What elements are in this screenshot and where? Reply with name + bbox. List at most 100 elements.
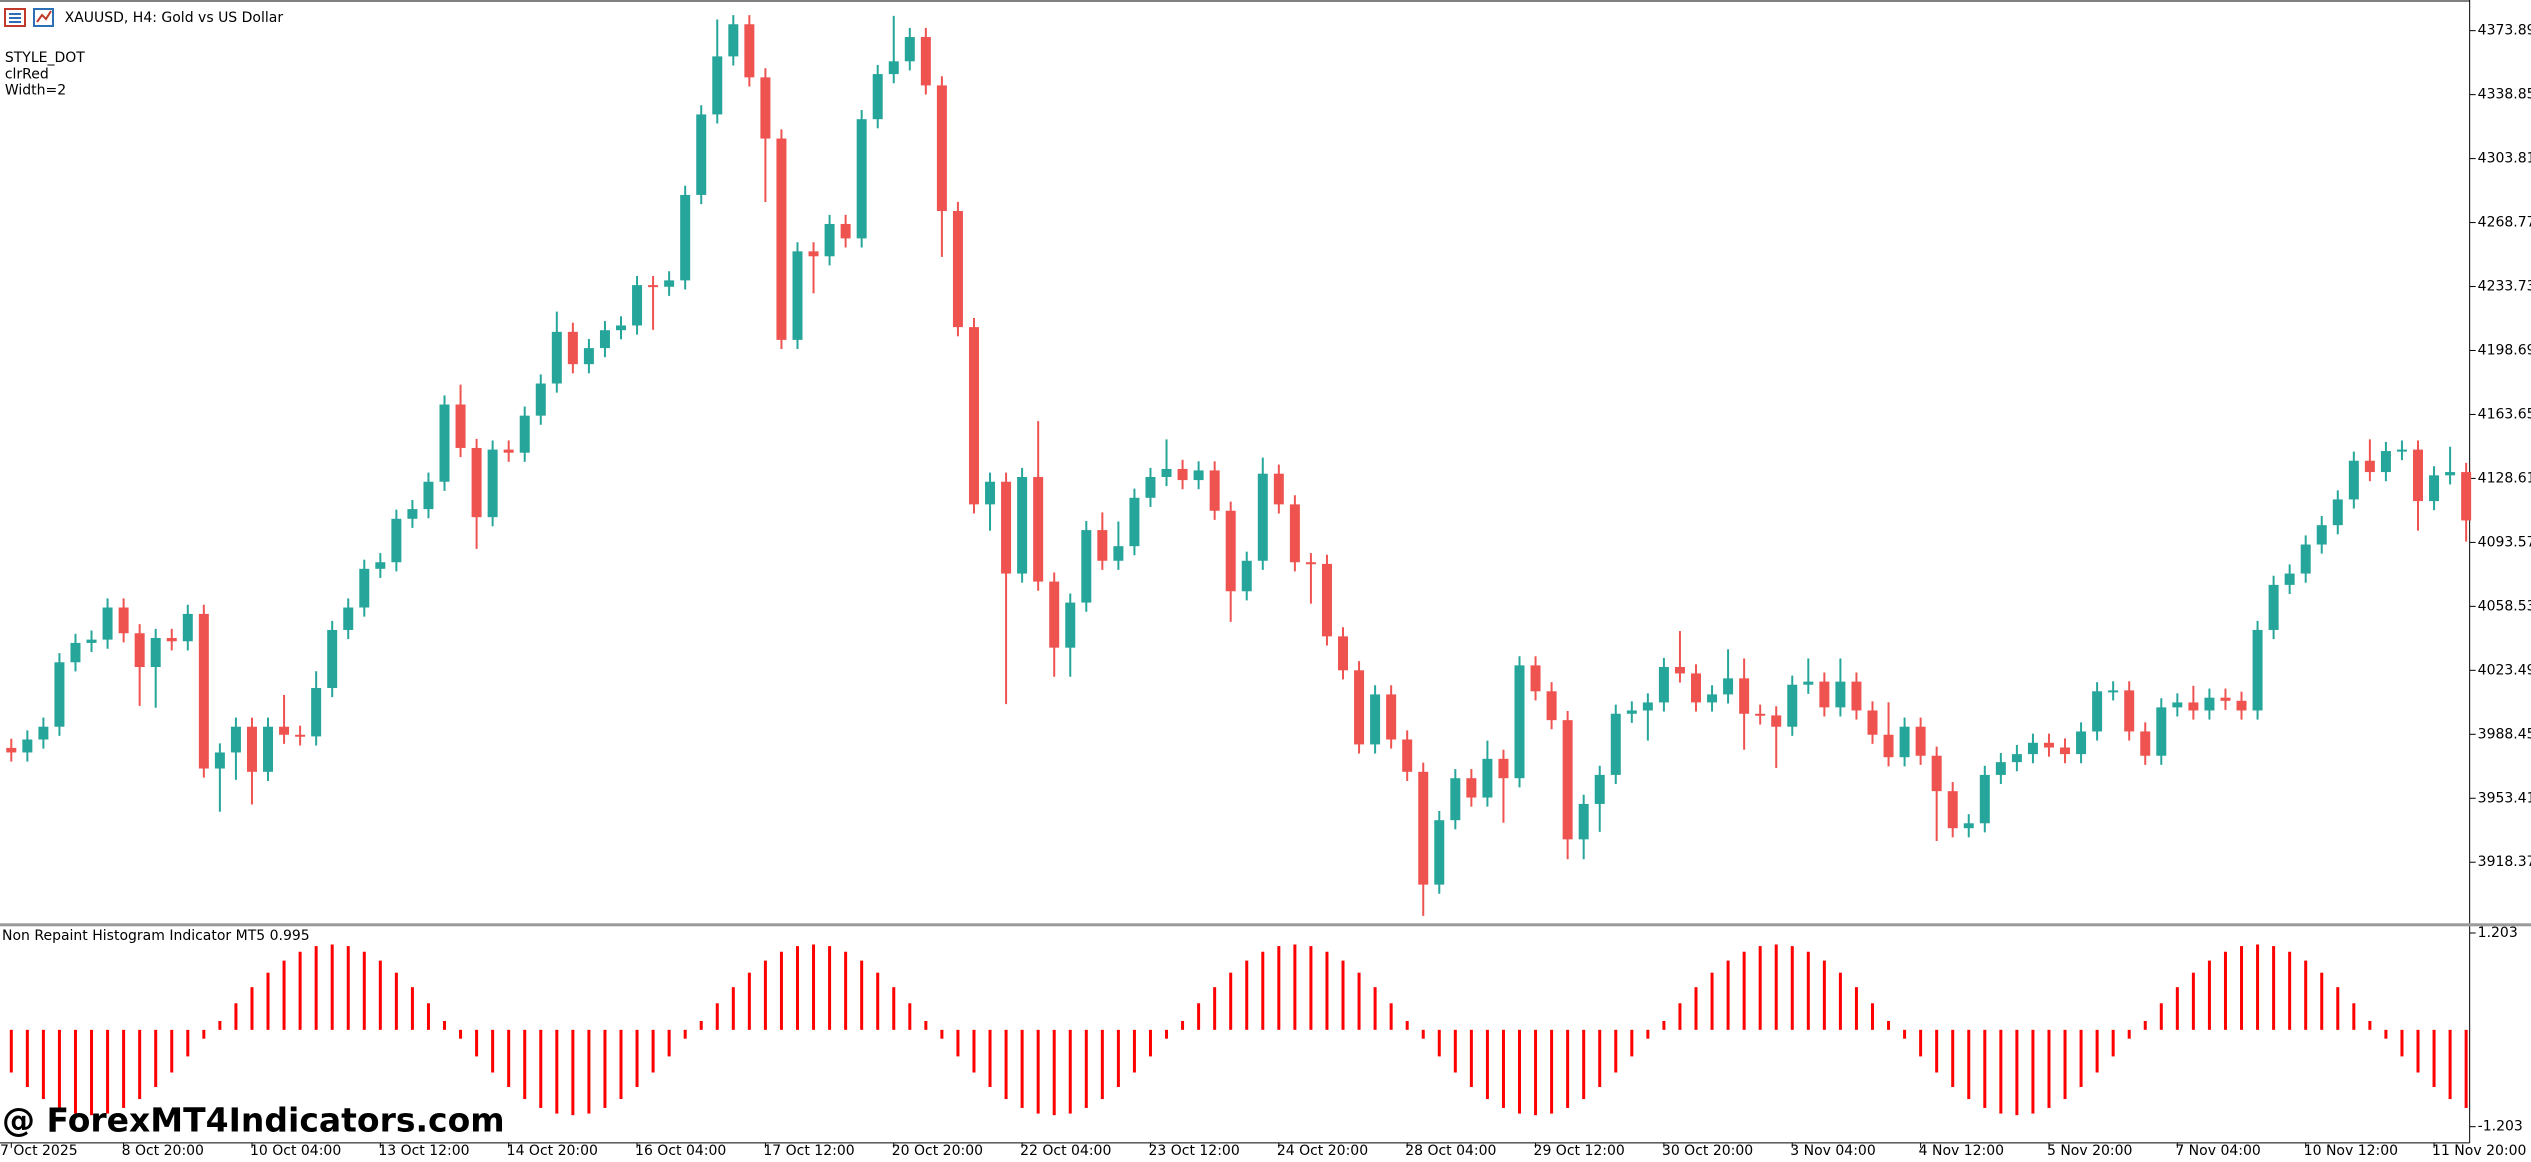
histogram-bar (282, 960, 286, 1030)
histogram-bar (1983, 1029, 1987, 1108)
candle-body (1562, 720, 1573, 840)
candle-body (551, 331, 562, 384)
y-tick-label: 3988.45 (2478, 726, 2531, 742)
x-tick-label: 28 Oct 04:00 (1405, 1143, 1496, 1159)
candle-body (888, 61, 899, 75)
histogram-bar (394, 972, 398, 1030)
x-tick-label: 5 Nov 20:00 (2047, 1143, 2132, 1159)
candle-body (1883, 734, 1894, 758)
candle-body (1979, 774, 1990, 824)
histogram-bar (2159, 1003, 2163, 1030)
x-tick-label: 11 Nov 20:00 (2432, 1143, 2526, 1159)
histogram-bar (314, 946, 318, 1030)
histogram-bar (1838, 972, 1842, 1030)
candle-body (2220, 697, 2231, 701)
histogram-bar (2416, 1029, 2420, 1073)
candle-body (599, 330, 610, 349)
histogram-bar (715, 1003, 719, 1030)
histogram-bar (1742, 951, 1746, 1030)
candle-body (279, 726, 290, 735)
candle-body (455, 404, 466, 448)
candle-body (1947, 791, 1958, 829)
histogram-bar (1165, 1029, 1169, 1039)
histogram-bar (73, 1029, 77, 1114)
candle-body (2268, 584, 2279, 630)
candle-body (343, 607, 354, 630)
histogram-bar (1678, 1003, 1682, 1030)
candle-body (1755, 713, 1766, 716)
histogram-bar (1004, 1029, 1008, 1100)
histogram-bar (2079, 1029, 2083, 1087)
histogram-bar (1229, 972, 1233, 1030)
histogram-bar (362, 951, 366, 1030)
histogram-bar (2031, 1029, 2035, 1114)
candle-body (2156, 707, 2167, 756)
candle-body (2060, 747, 2071, 755)
histogram-bar (940, 1029, 944, 1039)
candle-body (327, 629, 338, 689)
histogram-bar (1662, 1020, 1666, 1030)
x-tick-label: 16 Oct 04:00 (635, 1143, 726, 1159)
indicator-title: Non Repaint Histogram Indicator MT5 0.99… (2, 928, 310, 944)
histogram-bar (2320, 972, 2324, 1030)
candle-body (1225, 510, 1236, 592)
candle-body (391, 518, 402, 563)
histogram-bar (860, 960, 864, 1030)
candle-body (1033, 476, 1044, 582)
candle-body (792, 251, 803, 340)
candle-body (872, 74, 883, 120)
histogram-bar (988, 1029, 992, 1087)
candle-body (263, 726, 274, 772)
candle-body (1594, 774, 1605, 804)
candle-body (2284, 573, 2295, 585)
candle-body (2108, 690, 2119, 693)
candle-body (134, 633, 145, 668)
histogram-bar (1309, 946, 1313, 1030)
candle-body (1386, 694, 1397, 740)
histogram-bar (812, 944, 816, 1030)
histogram-bar (763, 960, 767, 1030)
y-tick-label: 4093.57 (2478, 534, 2531, 550)
histogram-bar (1518, 1029, 1522, 1114)
candle-body (1273, 473, 1284, 505)
candle-body (1065, 602, 1076, 648)
candle-body (840, 223, 851, 239)
x-tick-label: 17 Oct 12:00 (763, 1143, 854, 1159)
x-tick-label: 22 Oct 04:00 (1020, 1143, 1111, 1159)
candle-body (2413, 449, 2424, 502)
y-tick-label: 4338.85 (2478, 87, 2531, 103)
candle-body (246, 726, 257, 772)
candle-body (1530, 665, 1541, 692)
candle-body (824, 223, 835, 257)
candle-body (1578, 803, 1589, 840)
candle-body (1257, 473, 1268, 561)
histogram-bar (571, 1029, 575, 1116)
histogram-bar (2400, 1029, 2404, 1057)
candle-body (2332, 499, 2343, 526)
histogram-bar (619, 1029, 623, 1100)
candle-body (1915, 726, 1926, 756)
candle-body (856, 119, 867, 239)
histogram-bar (1132, 1029, 1136, 1073)
histogram-bar (2368, 1020, 2372, 1030)
candle-body (182, 613, 193, 642)
histogram-bar (731, 987, 735, 1030)
histogram-bar (876, 972, 880, 1030)
x-tick-label: 8 Oct 20:00 (122, 1143, 204, 1159)
histogram-bar (2063, 1029, 2067, 1100)
histogram-bar (1469, 1029, 1473, 1087)
candle-body (1370, 694, 1381, 745)
histogram-bar (1919, 1029, 1923, 1057)
candle-body (6, 747, 17, 753)
x-tick-label: 10 Oct 04:00 (250, 1143, 341, 1159)
candle-body (22, 739, 33, 753)
candle-body (2445, 472, 2456, 476)
candle-body (1658, 667, 1669, 703)
histogram-bar (1485, 1029, 1489, 1100)
histogram-bar (298, 951, 302, 1030)
icon-chart-line (36, 10, 52, 23)
histogram-bar (346, 946, 350, 1030)
histogram-bar (410, 987, 414, 1030)
histogram-bar (2288, 951, 2292, 1030)
candle-body (664, 280, 675, 287)
